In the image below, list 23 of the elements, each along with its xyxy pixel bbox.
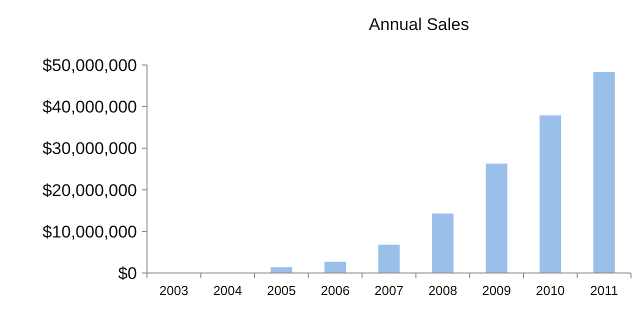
x-tick-label: 2004 xyxy=(213,283,242,298)
y-tick-label: $30,000,000 xyxy=(42,139,137,158)
bar xyxy=(486,164,508,273)
x-tick-label: 2007 xyxy=(374,283,404,298)
chart-title: Annual Sales xyxy=(368,15,470,34)
x-tick-label: 2008 xyxy=(428,283,458,298)
y-tick-label: $10,000,000 xyxy=(42,222,137,242)
x-tick-label: 2003 xyxy=(159,283,188,298)
x-tick-label: 2010 xyxy=(536,283,565,298)
y-tick-label: $40,000,000 xyxy=(42,98,137,117)
y-tick-label: $50,000,000 xyxy=(42,56,137,75)
x-tick-label: 2005 xyxy=(266,283,296,298)
x-tick-label: 2009 xyxy=(482,283,512,298)
bar xyxy=(593,72,615,273)
bar xyxy=(432,214,454,273)
bar xyxy=(324,262,346,273)
y-tick-label: $0 xyxy=(118,264,137,283)
bar xyxy=(270,267,292,273)
x-tick-label: 2011 xyxy=(590,283,618,298)
bar xyxy=(540,115,562,273)
bar xyxy=(378,244,400,273)
y-tick-label: $20,000,000 xyxy=(42,180,137,200)
x-tick-label: 2006 xyxy=(320,283,350,298)
